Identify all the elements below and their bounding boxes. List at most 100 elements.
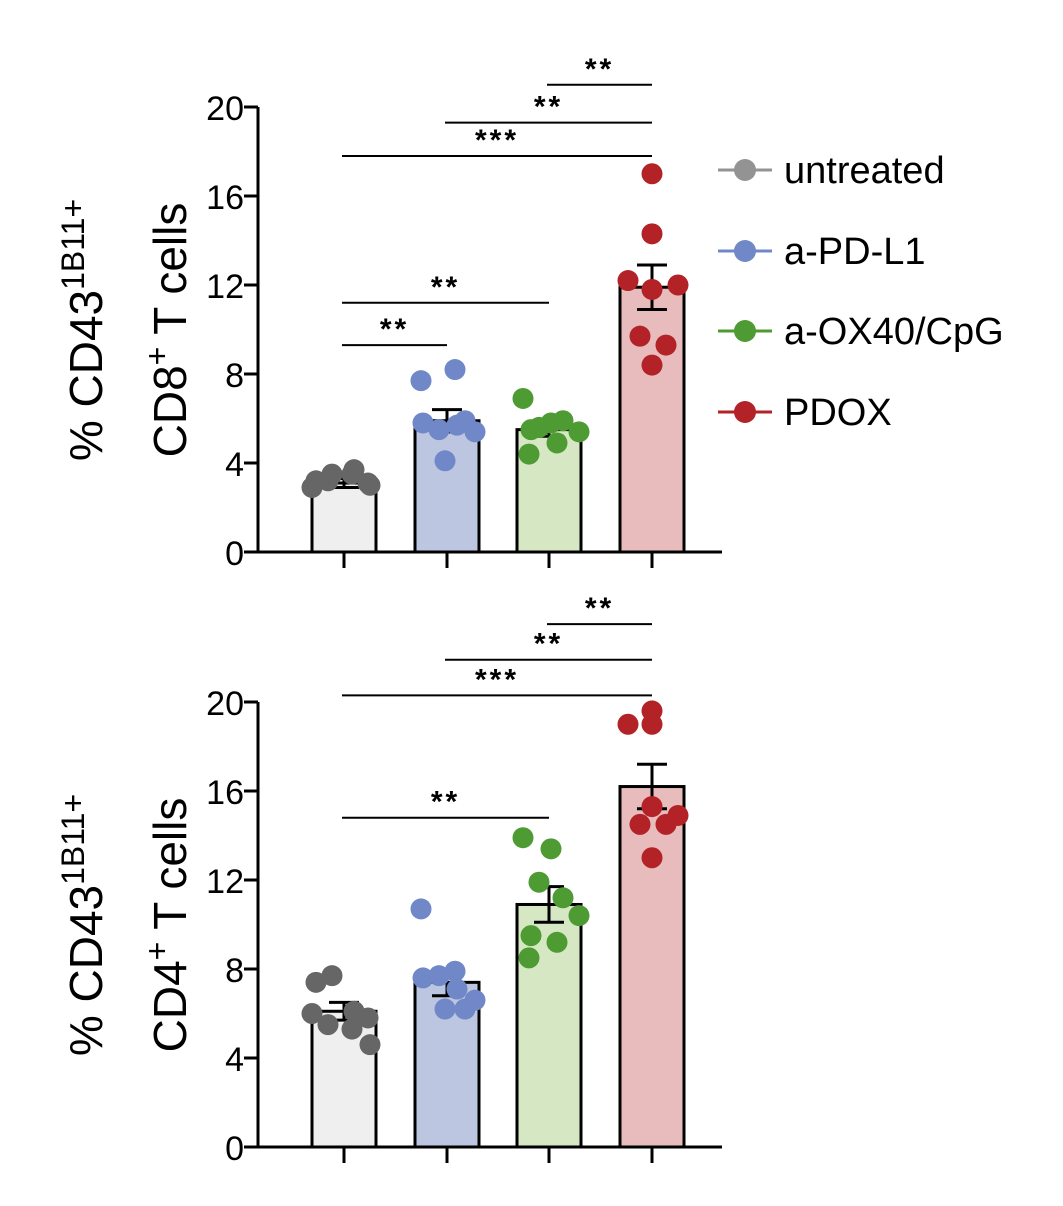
legend-item-a-ox40-cpg: a-OX40/CpG [718, 311, 1004, 353]
bottom-bars [310, 785, 686, 1149]
top-point-pdox-7 [641, 354, 663, 376]
bottom-ylabel-line2: CD4+ T cells [139, 798, 196, 1053]
top-sig-label-4: ** [585, 53, 614, 86]
top-point-untreated-6 [341, 463, 363, 485]
top-ylabel-line1: % CD431B11+ [55, 199, 112, 461]
top-axes [244, 105, 722, 568]
legend: untreated a-PD-L1 a-OX40/CpG PDOX [718, 150, 1004, 434]
bottom-point-a-ox40-cpg-1 [540, 838, 562, 860]
bottom-point-a-pd-l1-1 [444, 960, 466, 982]
top-error-bars [329, 263, 667, 489]
bottom-point-a-ox40-cpg-5 [520, 925, 542, 947]
top-point-a-ox40-cpg-4 [568, 421, 590, 443]
top-point-untreated-7 [359, 474, 381, 496]
top-ytick-label-8: 8 [225, 357, 244, 395]
top-points [301, 163, 689, 498]
bottom-sig-label-2: ** [534, 628, 563, 661]
top-significance: ** ** *** ** ** [342, 53, 652, 347]
top-point-a-ox40-cpg-3 [552, 410, 574, 432]
bottom-point-a-ox40-cpg-7 [518, 947, 540, 969]
top-point-a-ox40-cpg-6 [546, 432, 568, 454]
bottom-point-a-pd-l1-3 [428, 965, 450, 987]
bottom-point-a-ox40-cpg-0 [512, 827, 534, 849]
bottom-error-bars [329, 762, 667, 1022]
legend-marker-untreated [734, 159, 756, 181]
bottom-point-a-ox40-cpg-4 [568, 905, 590, 927]
legend-item-pdox: PDOX [718, 392, 892, 434]
legend-label-untreated: untreated [784, 150, 945, 192]
legend-marker-pdox [734, 401, 756, 423]
bottom-panel: % CD431B11+ CD4+ T cells 0 4 8 12 16 20 … [55, 592, 722, 1168]
bottom-point-pdox-1 [641, 713, 663, 735]
bottom-sig-label-0: ** [431, 786, 460, 819]
legend-label-a-pd-l1: a-PD-L1 [784, 231, 926, 273]
top-point-a-pd-l1-6 [454, 410, 476, 432]
top-point-pdox-0 [641, 163, 663, 185]
bottom-point-pdox-5 [629, 813, 651, 835]
top-point-a-pd-l1-3 [428, 419, 450, 441]
bottom-point-untreated-4 [301, 1003, 323, 1024]
bottom-sig-label-3: ** [585, 592, 614, 625]
bottom-point-a-pd-l1-7 [434, 998, 456, 1020]
top-point-untreated-4 [301, 476, 323, 498]
bottom-point-untreated-3 [357, 1007, 379, 1029]
bottom-point-pdox-7 [641, 847, 663, 869]
top-point-pdox-5 [629, 325, 651, 347]
top-sig-label-1: ** [431, 271, 460, 304]
bottom-point-untreated-5 [317, 1014, 339, 1036]
top-ytick-label-0: 0 [225, 535, 244, 573]
top-point-a-ox40-cpg-7 [518, 443, 540, 465]
bottom-point-a-pd-l1-2 [412, 967, 434, 989]
top-panel: % CD431B11+ CD8+ T cells 0 4 8 12 16 20 … [55, 53, 722, 573]
top-point-a-pd-l1-7 [434, 450, 456, 472]
bottom-point-untreated-7 [359, 1034, 381, 1056]
bottom-point-pdox-2 [617, 713, 639, 735]
bottom-bar-pdox [618, 785, 686, 1149]
top-sig-label-2: *** [475, 124, 519, 157]
legend-item-untreated: untreated [718, 150, 945, 192]
bottom-point-a-pd-l1-4 [446, 978, 468, 1000]
bottom-point-untreated-6 [341, 1018, 363, 1040]
bottom-ytick-label-12: 12 [206, 863, 244, 901]
legend-item-a-pd-l1: a-PD-L1 [718, 231, 926, 273]
top-ytick-label-16: 16 [206, 179, 244, 217]
top-point-a-ox40-cpg-0 [512, 387, 534, 409]
top-point-untreated-5 [317, 470, 339, 492]
bottom-sig-label-1: *** [475, 663, 519, 696]
top-sig-label-3: ** [534, 91, 563, 124]
bottom-axes [244, 700, 722, 1163]
legend-label-a-ox40-cpg: a-OX40/CpG [784, 311, 1004, 353]
top-point-pdox-3 [641, 278, 663, 300]
top-bars [310, 285, 686, 554]
bottom-ytick-label-16: 16 [206, 774, 244, 812]
bottom-point-a-ox40-cpg-6 [546, 931, 568, 953]
bottom-point-pdox-3 [641, 796, 663, 818]
bottom-ytick-label-8: 8 [225, 952, 244, 990]
bottom-ylabel-line1: % CD431B11+ [55, 794, 112, 1056]
top-point-a-pd-l1-0 [410, 370, 432, 392]
top-sig-label-0: ** [380, 313, 409, 346]
top-bar-pdox [618, 285, 686, 554]
bottom-point-a-ox40-cpg-2 [528, 871, 550, 893]
top-point-pdox-1 [641, 223, 663, 245]
top-ytick-label-4: 4 [225, 446, 244, 484]
bottom-point-untreated-1 [321, 965, 343, 987]
bottom-significance: ** *** ** ** [342, 592, 652, 819]
legend-marker-a-ox40-cpg [734, 320, 756, 342]
bottom-points [301, 700, 689, 1056]
top-point-a-pd-l1-1 [444, 359, 466, 381]
bottom-ytick-label-20: 20 [206, 685, 244, 723]
bottom-point-a-ox40-cpg-3 [552, 887, 574, 909]
top-ylabel-line2: CD8+ T cells [139, 203, 196, 458]
top-point-pdox-2 [617, 270, 639, 292]
bottom-point-untreated-0 [305, 971, 327, 993]
bottom-ytick-label-4: 4 [225, 1041, 244, 1079]
top-point-pdox-4 [667, 274, 689, 296]
top-ytick-label-20: 20 [206, 90, 244, 128]
legend-label-pdox: PDOX [784, 392, 892, 434]
top-point-a-pd-l1-2 [412, 412, 434, 434]
top-ytick-label-12: 12 [206, 268, 244, 306]
top-point-pdox-6 [655, 334, 677, 356]
bottom-point-a-pd-l1-0 [410, 898, 432, 920]
